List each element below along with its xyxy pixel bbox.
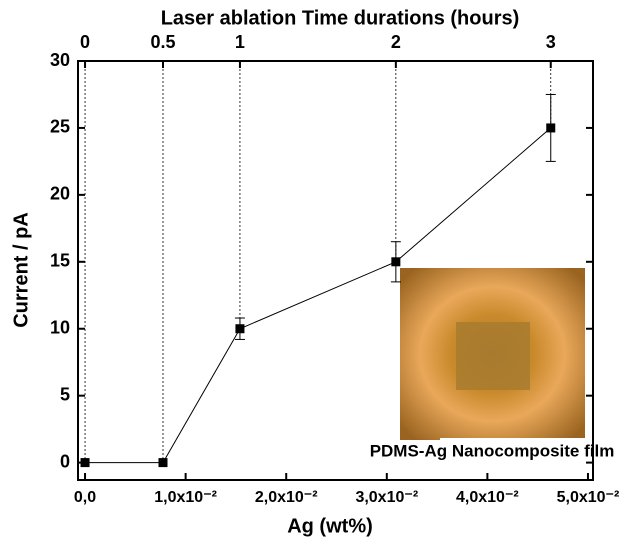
top-tick-label: 3 xyxy=(546,32,556,52)
y-tick-label: 20 xyxy=(50,184,70,204)
top-tick-label: 0.5 xyxy=(150,32,175,52)
x-axis-label: Ag (wt%) xyxy=(287,515,373,537)
data-point xyxy=(80,458,90,468)
top-tick-label: 1 xyxy=(235,32,245,52)
x-tick-label: 1,0x10⁻² xyxy=(154,489,217,506)
y-tick-label: 30 xyxy=(50,50,70,70)
y-tick-label: 25 xyxy=(50,117,70,137)
top-tick-label: 0 xyxy=(80,32,90,52)
x-tick-label: 5,0x10⁻² xyxy=(557,489,620,506)
y-tick-label: 0 xyxy=(60,451,70,471)
chart-title: Laser ablation Time durations (hours) xyxy=(161,7,520,29)
y-tick-label: 15 xyxy=(50,251,70,271)
data-point xyxy=(235,324,245,334)
y-tick-label: 10 xyxy=(50,317,70,337)
top-tick-label: 2 xyxy=(391,32,401,52)
y-tick-label: 5 xyxy=(60,384,70,404)
x-tick-label: 4,0x10⁻² xyxy=(456,489,519,506)
inset-photo xyxy=(400,268,585,440)
annotation: PDMS-Ag Nanocomposite film xyxy=(370,441,615,460)
annotation-bg xyxy=(440,438,588,466)
x-tick-label: 3,0x10⁻² xyxy=(355,489,418,506)
x-tick-label: 0,0 xyxy=(74,489,96,506)
data-point xyxy=(546,123,556,133)
y-axis-label: Current / pA xyxy=(10,212,32,328)
data-point xyxy=(391,257,401,267)
x-tick-label: 2,0x10⁻² xyxy=(255,489,318,506)
data-point xyxy=(158,458,168,468)
plot-frame xyxy=(77,60,594,481)
